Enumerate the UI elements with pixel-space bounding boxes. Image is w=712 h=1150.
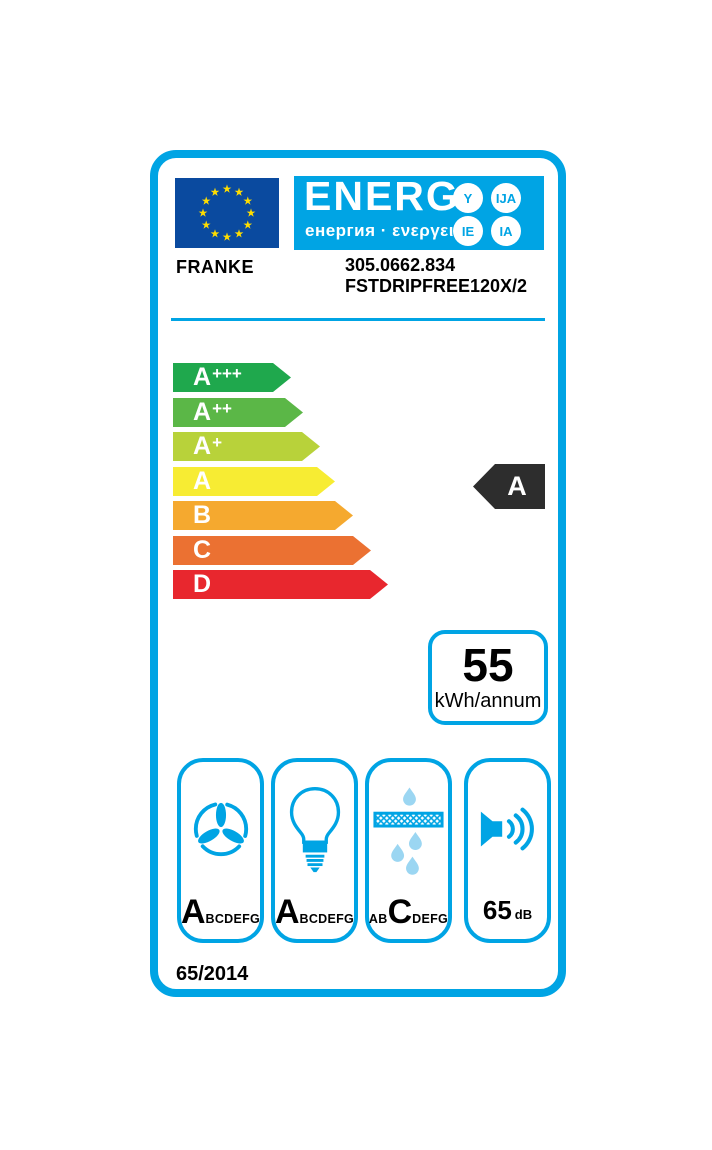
grease-filter-class: AB C DEFG [368, 893, 449, 931]
energ-subtitle: енергия · ενεργεια [305, 221, 465, 240]
scale-arrow-d: D [173, 570, 388, 599]
scale-arrow-a-plus2: A ++ [173, 398, 303, 427]
scale-arrow-b: B [173, 501, 353, 530]
noise-value-line: 65 dB [483, 895, 532, 926]
rating-pointer: A [473, 464, 545, 509]
lighting-class: A BCDEFG [274, 893, 355, 931]
brand-name: FRANKE [176, 257, 254, 277]
lang-circle-ie: IE [453, 216, 483, 246]
energy-consumption-box: 55 kWh/annum [428, 630, 548, 725]
eu-flag-icon [175, 178, 279, 248]
lighting-efficiency-box: A BCDEFG [271, 758, 358, 943]
regulation-reference: 65/2014 [176, 963, 249, 985]
eu-energy-label: ENERG енергия · ενεργεια Y IJA IE IA FRA… [150, 150, 566, 997]
lang-circle-ia: IA [491, 216, 521, 246]
energy-consumption-value: 55 [462, 639, 514, 691]
grease-filter-efficiency-box: AB C DEFG [365, 758, 452, 943]
scale-arrow-a-plus3: A +++ [173, 363, 291, 392]
scale-arrow-c: C [173, 536, 371, 565]
noise-unit: dB [514, 907, 533, 922]
energy-consumption-unit: kWh/annum [434, 690, 542, 712]
header-divider [171, 318, 545, 321]
model-name: FSTDRIPFREE120X/2 [345, 276, 528, 296]
noise-value: 65 [482, 895, 512, 925]
fan-icon [193, 801, 248, 856]
noise-level-box: 65 dB [464, 758, 551, 943]
energ-banner: ENERG енергия · ενεργεια Y IJA IE IA [294, 173, 544, 250]
fluid-dynamic-efficiency-box: A BCDEFG [177, 758, 264, 943]
grease-filter-icon [373, 787, 444, 875]
scale-arrow-a: A [173, 467, 335, 496]
bulb-icon [289, 786, 340, 872]
fluid-dynamic-class: A BCDEFG [180, 893, 261, 931]
speaker-icon [480, 807, 534, 850]
lang-circle-ija: IJA [491, 183, 521, 213]
scale-arrow-a-plus1: A + [173, 432, 320, 461]
energ-word: ENERG [304, 173, 460, 219]
lang-circle-y: Y [453, 183, 483, 213]
model-number: 305.0662.834 [345, 255, 456, 275]
rating-grade: A [507, 471, 527, 501]
model-identifier: 305.0662.834 FSTDRIPFREE120X/2 [345, 255, 527, 297]
